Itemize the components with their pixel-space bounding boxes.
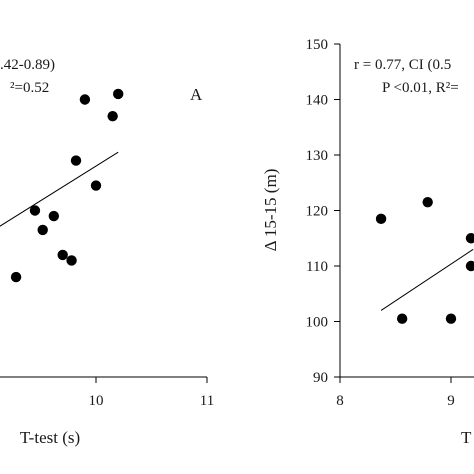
panel-a-data-point-5 <box>90 180 102 191</box>
panel-b-annotation-p-r2: P <0.01, R²= <box>382 80 459 96</box>
panel-b-data-point-4 <box>445 313 457 324</box>
panel-b-y-tick-label-140: 140 <box>306 93 329 109</box>
panel-a-data-point-12 <box>66 255 77 266</box>
panel-b-data-point-1 <box>375 213 387 225</box>
panel-b-data-point-2 <box>422 196 433 208</box>
panel-a-data-point-13 <box>10 271 22 283</box>
panel-b-y-tick-label-130: 130 <box>306 148 329 164</box>
panel-b-y-tick-label-120: 120 <box>306 204 329 220</box>
panel-b-y-tick-label-100: 100 <box>306 315 329 331</box>
panel-a-data-point-3 <box>107 110 118 122</box>
panel-b-y-ticks <box>334 43 340 378</box>
panel-b-points <box>375 196 474 324</box>
panel-b-regression-line <box>380 248 474 311</box>
panel-a-data-point-1 <box>79 94 91 105</box>
panel-b-y-axis-title: Δ 15-15 (m) <box>261 169 280 252</box>
panel-a-points <box>10 88 124 283</box>
panel-a-data-point-2 <box>113 88 124 100</box>
panel-b-y-tick-label-90: 90 <box>313 370 328 386</box>
panel-b-annotation-r-ci: r = 0.77, CI (0.5 <box>354 57 451 73</box>
panel-b-x-tick-label-8: 8 <box>336 393 344 409</box>
panel-a-x-tick-label-11: 11 <box>200 393 214 409</box>
panel-a-x-axis-title: T-test (s) <box>20 428 80 447</box>
panel-a-x-tick-label-10: 10 <box>89 393 104 409</box>
panel-b-plot: 90 100 110 120 130 140 150 8 9 T Δ 15-15… <box>261 37 474 447</box>
panel-b-data-point-5 <box>465 233 474 244</box>
panel-b-y-tick-label-150: 150 <box>306 37 329 53</box>
panel-a-plot: 10 11 T-test (s) .42-0.89) ²=0.52 A <box>0 57 214 447</box>
panel-a-data-point-9 <box>37 224 48 236</box>
panel-b-data-point-6 <box>465 260 474 272</box>
panel-b-x-tick-label-9: 9 <box>447 393 455 409</box>
panel-a-data-point-4 <box>70 155 82 166</box>
panel-a-regression-line <box>0 151 119 227</box>
panel-a-data-point-8 <box>48 210 60 222</box>
panel-a-letter: A <box>190 85 203 104</box>
panel-b-data-point-3 <box>396 313 408 324</box>
panel-a-data-point-7 <box>29 205 41 216</box>
panel-a-data-point-11 <box>57 249 68 261</box>
panel-a-annotation-ci: .42-0.89) <box>0 57 55 73</box>
panel-a-annotation-r2: ²=0.52 <box>10 80 49 96</box>
panel-b-y-tick-label-110: 110 <box>306 259 328 275</box>
panel-b-x-axis-title: T <box>461 428 472 447</box>
